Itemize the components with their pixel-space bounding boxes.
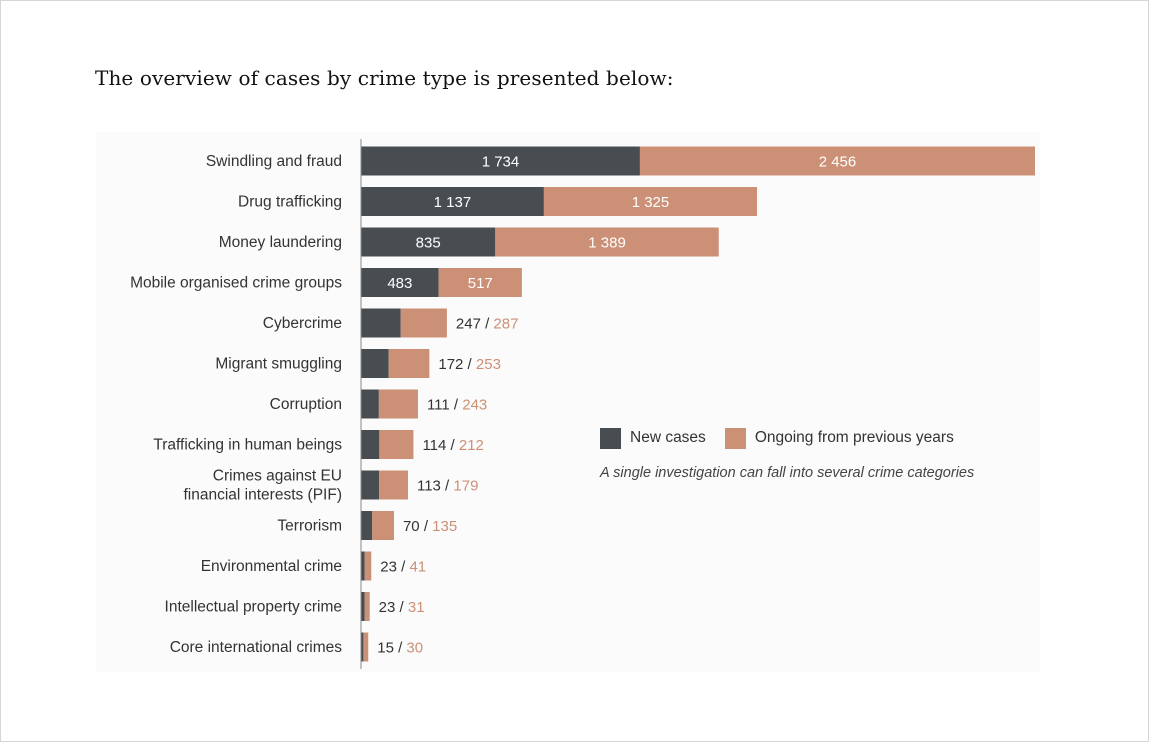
bar-new-cases — [361, 268, 439, 297]
bar-ongoing — [372, 511, 394, 540]
legend-label-ongoing: Ongoing from previous years — [754, 429, 954, 446]
chart-legend: New cases Ongoing from previous years — [600, 427, 973, 449]
category-label: Swindling and fraud — [206, 153, 342, 170]
data-label-pair: 247 / 287 — [456, 316, 519, 333]
data-label-new: 835 — [416, 235, 441, 252]
bar-new-cases — [361, 227, 496, 257]
bar-new-cases — [361, 146, 640, 176]
bar-new-cases — [361, 349, 389, 378]
chart-note: A single investigation can fall into sev… — [600, 465, 975, 481]
data-label-pair: 111 / 243 — [427, 397, 487, 414]
category-label: Mobile organised crime groups — [130, 275, 342, 292]
bar-new-cases — [361, 430, 380, 459]
bar-ongoing — [363, 632, 369, 662]
category-label: Corruption — [270, 396, 342, 413]
category-label: Core international crimes — [170, 639, 343, 656]
bar-ongoing — [378, 389, 418, 419]
legend-swatch-new-cases — [600, 427, 621, 449]
data-label-new: 1 734 — [482, 154, 520, 171]
bar-ongoing — [639, 146, 1035, 176]
data-label-pair: 70 / 135 — [403, 518, 457, 535]
bar-ongoing — [364, 551, 372, 581]
category-label: Cybercrime — [263, 315, 342, 332]
category-label: Money laundering — [219, 234, 342, 251]
bar-new-cases — [361, 632, 364, 662]
bar-new-cases — [361, 187, 544, 216]
chart-panel — [96, 132, 1040, 672]
bar-ongoing — [379, 470, 408, 500]
bar-ongoing — [495, 227, 719, 257]
page-heading: The overview of cases by crime type is p… — [95, 66, 674, 90]
bar-ongoing — [543, 187, 758, 216]
category-label: Terrorism — [277, 518, 342, 535]
bar-new-cases — [361, 308, 401, 338]
data-label-ongoing: 517 — [468, 275, 493, 292]
bar-ongoing — [400, 308, 447, 338]
bar-new-cases — [361, 511, 373, 540]
category-label: Crimes against EU financial interests (PI… — [184, 468, 343, 504]
bar-ongoing — [438, 268, 522, 297]
category-label: Environmental crime — [201, 558, 342, 575]
category-label: Migrant smuggling — [215, 356, 342, 373]
data-label-new: 1 137 — [434, 194, 472, 211]
bar-new-cases — [361, 592, 365, 621]
data-label-pair: 114 / 212 — [422, 437, 483, 454]
bar-ongoing — [379, 430, 414, 459]
data-label-pair: 113 / 179 — [417, 478, 478, 495]
legend-swatch-ongoing — [724, 427, 746, 449]
data-label-pair: 15 / 30 — [377, 640, 423, 657]
data-label-ongoing: 1 325 — [632, 194, 670, 211]
bar-new-cases — [361, 389, 379, 419]
bar-ongoing — [388, 349, 430, 378]
category-label: Trafficking in human beings — [153, 437, 342, 454]
data-label-ongoing: 2 456 — [819, 154, 857, 171]
bar-ongoing — [364, 592, 370, 621]
category-label: Intellectual property crime — [165, 599, 342, 616]
legend-label-new-cases: New cases — [630, 429, 706, 446]
data-label-new: 483 — [387, 275, 412, 292]
data-label-pair: 23 / 31 — [379, 599, 425, 616]
data-label-ongoing: 1 389 — [588, 235, 626, 252]
data-label-pair: 172 / 253 — [438, 356, 501, 373]
bar-new-cases — [361, 470, 380, 500]
category-label: Drug trafficking — [238, 194, 342, 211]
bar-new-cases — [361, 551, 365, 581]
data-label-pair: 23 / 41 — [380, 559, 426, 576]
